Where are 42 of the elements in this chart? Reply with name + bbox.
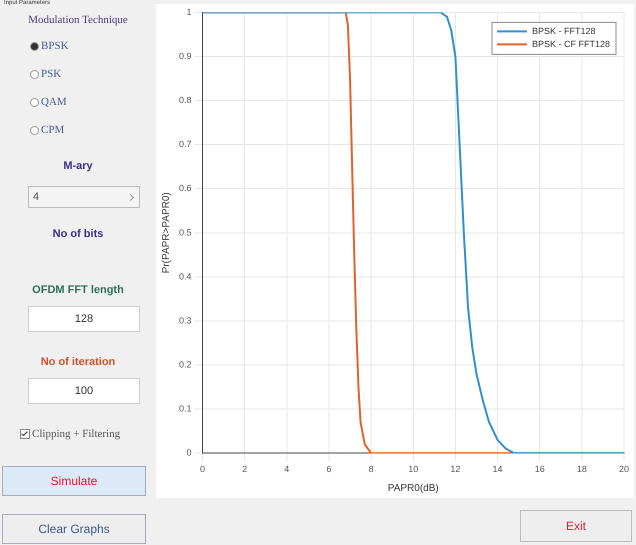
text: BPSK bbox=[41, 40, 69, 52]
y-tick-label: 0.7 bbox=[178, 139, 192, 150]
button: Exit bbox=[520, 510, 632, 542]
dropdown-field: 4 bbox=[28, 186, 140, 208]
y-tick-label: 0 bbox=[186, 448, 192, 458]
text: Clipping + Filtering bbox=[32, 428, 120, 440]
button: Clear Graphs bbox=[2, 514, 146, 544]
text: CPM bbox=[41, 124, 64, 136]
x-axis-title: PAPR0(dB) bbox=[388, 482, 439, 494]
button: Simulate bbox=[2, 466, 146, 496]
text: No of iteration bbox=[40, 356, 116, 368]
text: Modulation Technique bbox=[28, 14, 128, 26]
text-field: 100 bbox=[28, 378, 140, 404]
y-tick-label: 0.6 bbox=[178, 183, 192, 194]
text-field: 128 bbox=[28, 306, 140, 332]
legend-label: BPSK - CF FFT128 bbox=[532, 38, 610, 49]
y-tick-label: 0.4 bbox=[178, 271, 192, 282]
y-tick-label: 0.5 bbox=[178, 227, 192, 238]
x-tick-label: 8 bbox=[368, 464, 374, 474]
x-tick-label: 14 bbox=[492, 464, 503, 474]
text: M-ary bbox=[63, 160, 93, 172]
text: PSK bbox=[41, 68, 62, 80]
x-tick-label: 4 bbox=[284, 464, 290, 474]
x-tick-label: 18 bbox=[576, 464, 587, 474]
x-tick-label: 10 bbox=[408, 464, 418, 474]
y-tick-label: 0.2 bbox=[178, 360, 192, 370]
legend-label: BPSK - FFT128 bbox=[532, 26, 596, 36]
text: OFDM FFT length bbox=[32, 284, 124, 296]
x-tick-label: 0 bbox=[200, 464, 206, 474]
text: QAM bbox=[41, 96, 67, 108]
y-tick-label: 0.3 bbox=[178, 315, 192, 326]
y-tick-label: 0.9 bbox=[178, 50, 192, 61]
x-tick-label: 2 bbox=[242, 464, 248, 474]
text: No of bits bbox=[52, 228, 104, 240]
y-tick-label: 1 bbox=[186, 6, 192, 17]
y-tick-label: 0.1 bbox=[178, 404, 192, 414]
y-tick-label: 0.8 bbox=[178, 95, 192, 106]
y-axis-title: Pr(PAPR>PAPR0) bbox=[160, 192, 172, 274]
x-tick-label: 6 bbox=[326, 464, 332, 474]
x-tick-label: 12 bbox=[450, 464, 460, 474]
x-tick-label: 16 bbox=[534, 464, 545, 474]
x-tick-label: 20 bbox=[618, 464, 630, 474]
